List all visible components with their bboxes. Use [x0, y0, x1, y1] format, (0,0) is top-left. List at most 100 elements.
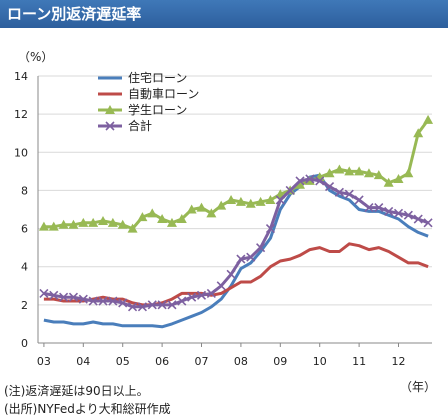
data-point-x	[206, 288, 216, 298]
x-tick-label: 11	[352, 355, 366, 368]
y-tick-label: 12	[14, 108, 28, 121]
data-point-triangle	[186, 204, 197, 214]
data-point-triangle	[324, 168, 335, 178]
data-point-x	[39, 288, 49, 298]
x-tick-label: 09	[273, 355, 287, 368]
data-point-x	[256, 243, 266, 253]
x-axis-unit: （年）	[400, 380, 437, 394]
legend-marker-triangle	[105, 105, 115, 114]
data-point-x	[324, 182, 335, 192]
data-point-x	[147, 300, 157, 310]
data-point-x	[236, 254, 246, 264]
data-point-triangle	[413, 128, 424, 138]
x-tick-label: 06	[155, 355, 169, 368]
x-tick-label: 03	[37, 355, 51, 368]
legend-label: 自動車ローン	[128, 87, 199, 101]
y-tick-label: 4	[21, 261, 28, 274]
data-point-triangle	[216, 200, 227, 210]
data-point-triangle	[226, 194, 237, 204]
data-point-triangle	[373, 170, 384, 180]
data-point-x	[393, 208, 404, 218]
data-point-triangle	[295, 179, 306, 189]
data-point-x	[315, 176, 325, 186]
data-point-triangle	[88, 217, 99, 227]
data-point-triangle	[206, 208, 217, 218]
x-tick-label: 08	[234, 355, 248, 368]
data-point-x	[137, 302, 147, 312]
page-title: ローン別返済遅延率	[7, 5, 142, 23]
data-point-triangle	[363, 168, 374, 178]
data-point-x	[423, 218, 433, 228]
data-point-triangle	[235, 196, 246, 206]
data-point-x	[226, 269, 236, 279]
data-point-triangle	[38, 221, 49, 231]
x-tick-label: 04	[76, 355, 90, 368]
series-line	[43, 177, 429, 309]
data-point-triangle	[255, 196, 266, 206]
data-point-triangle	[127, 223, 138, 233]
data-point-triangle	[423, 114, 434, 124]
data-point-x	[98, 296, 108, 306]
data-point-x	[246, 252, 256, 262]
y-tick-label: 0	[21, 337, 28, 350]
data-point-x	[88, 296, 98, 306]
y-tick-label: 14	[14, 70, 28, 83]
data-point-triangle	[58, 219, 69, 229]
data-point-x	[265, 224, 276, 234]
data-point-x	[374, 203, 384, 213]
x-tick-label: 12	[392, 355, 406, 368]
data-point-triangle	[147, 208, 158, 218]
data-point-triangle	[137, 212, 148, 222]
data-point-x	[78, 294, 88, 304]
data-point-x	[177, 296, 187, 306]
data-point-x	[157, 300, 167, 310]
legend-label: 住宅ローン	[128, 70, 187, 85]
data-point-triangle	[334, 164, 345, 174]
data-point-x	[403, 210, 413, 220]
footnote: (注)返済遅延は90日以上。	[4, 384, 149, 398]
data-point-triangle	[117, 219, 128, 229]
x-tick-label: 07	[195, 355, 209, 368]
legend-marker-x	[105, 121, 115, 131]
data-point-triangle	[48, 221, 59, 231]
legend-label: 合計	[128, 118, 152, 133]
data-point-x	[334, 187, 344, 197]
data-point-triangle	[196, 202, 207, 212]
title-bar: ローン別返済遅延率	[0, 0, 448, 28]
series-line	[43, 173, 429, 329]
legend-label: 学生ローン	[128, 102, 187, 117]
data-point-triangle	[157, 214, 168, 224]
data-point-x	[118, 298, 128, 308]
data-point-x	[187, 292, 197, 302]
data-point-x	[108, 296, 118, 306]
data-point-x	[196, 290, 207, 300]
data-point-triangle	[68, 219, 79, 229]
data-point-x	[305, 174, 315, 184]
y-tick-label: 8	[21, 184, 28, 197]
data-point-x	[413, 214, 423, 224]
data-point-x	[275, 195, 285, 205]
data-point-x	[49, 290, 59, 300]
y-tick-label: 2	[21, 299, 28, 312]
y-axis-unit: （%）	[18, 50, 54, 64]
data-point-triangle	[107, 217, 118, 227]
data-point-triangle	[354, 166, 365, 176]
data-point-triangle	[166, 217, 177, 227]
y-tick-label: 10	[14, 146, 28, 159]
x-tick-label: 05	[116, 355, 130, 368]
y-tick-label: 6	[21, 223, 28, 236]
data-point-triangle	[403, 168, 414, 178]
data-point-x	[384, 206, 394, 216]
data-point-x	[364, 203, 374, 213]
data-point-triangle	[78, 217, 89, 227]
data-point-triangle	[176, 214, 187, 224]
data-point-x	[354, 195, 364, 205]
data-point-x	[68, 292, 79, 302]
source-note: (出所)NYFedより大和総研作成	[4, 402, 171, 416]
data-point-x	[344, 189, 354, 199]
data-point-x	[216, 281, 226, 291]
data-point-x	[285, 185, 295, 195]
data-point-triangle	[98, 215, 109, 225]
